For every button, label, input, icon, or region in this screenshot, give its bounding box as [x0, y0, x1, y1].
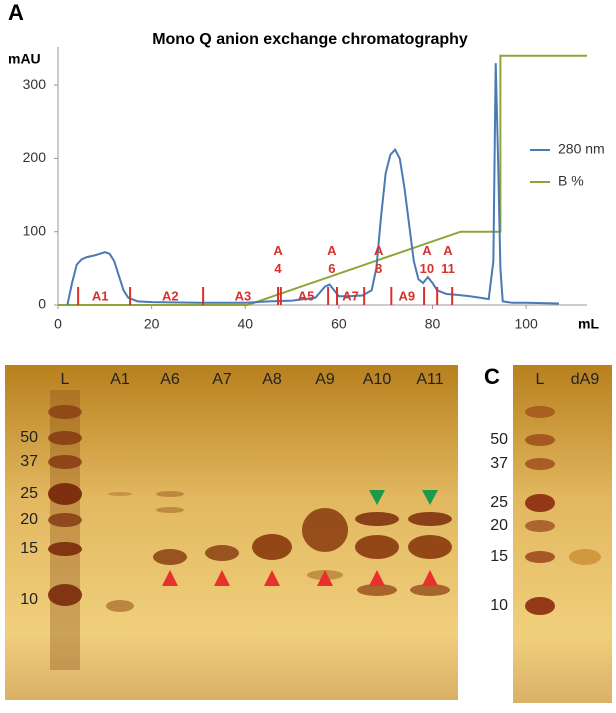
lane-label: L	[61, 371, 70, 388]
gel-c	[513, 365, 612, 703]
gel-band	[48, 483, 82, 505]
marker-label: 15	[20, 540, 38, 557]
x-tick-label: 100	[514, 316, 538, 332]
gel-band	[408, 512, 452, 526]
y-tick-label: 300	[23, 76, 47, 92]
gel-band	[525, 434, 555, 446]
gel-band	[302, 508, 348, 552]
marker-label: 50	[20, 429, 38, 446]
marker-label: 50	[490, 431, 508, 448]
gel-band	[108, 492, 132, 496]
marker-label: 25	[20, 485, 38, 502]
fraction-label: A9	[398, 288, 415, 303]
gel-b	[5, 365, 458, 700]
arrowhead	[369, 490, 385, 505]
lane-label: A6	[160, 371, 180, 388]
y-tick-label: 200	[23, 149, 47, 165]
marker-label: 20	[20, 511, 38, 528]
marker-label: 37	[490, 455, 508, 472]
legend-label: 280 nm	[558, 141, 605, 157]
gel-band	[408, 535, 452, 559]
arrowhead	[214, 570, 230, 586]
x-tick-label: 0	[54, 316, 62, 332]
data-line	[58, 54, 587, 306]
lane-label: A1	[110, 371, 130, 388]
fraction-label: A 11	[441, 243, 455, 276]
fraction-label: A3	[235, 288, 252, 303]
arrowhead	[422, 490, 438, 505]
gel-band	[569, 549, 601, 565]
gel-band	[48, 405, 82, 419]
gel-band	[153, 549, 187, 565]
x-tick-label: 40	[237, 316, 253, 332]
gel-band	[106, 600, 134, 612]
marker-label: 10	[490, 597, 508, 614]
data-line	[66, 63, 559, 306]
gel-band	[355, 512, 399, 526]
marker-label: 15	[490, 548, 508, 565]
marker-label: 10	[20, 591, 38, 608]
x-tick-label: 60	[331, 316, 347, 332]
gel-band	[525, 494, 555, 512]
fraction-label: A7	[342, 288, 359, 303]
fraction-label: A5	[298, 288, 315, 303]
arrowhead	[422, 570, 438, 586]
gel-band	[205, 545, 239, 561]
panel-label: A	[8, 0, 24, 25]
gel-band	[525, 406, 555, 418]
chart-title: Mono Q anion exchange chromatography	[152, 31, 468, 48]
gel-band	[156, 507, 184, 513]
gel-band	[525, 458, 555, 470]
marker-label: 37	[20, 453, 38, 470]
gel-band	[355, 535, 399, 559]
x-tick-label: 80	[425, 316, 441, 332]
lane-label: A9	[315, 371, 335, 388]
legend-label: B %	[558, 173, 584, 189]
x-tick-label: 20	[144, 316, 160, 332]
gel-band	[48, 542, 82, 556]
y-label: mAU	[8, 51, 41, 67]
y-tick-label: 0	[38, 296, 46, 312]
gel-band	[48, 584, 82, 606]
gel-band	[252, 534, 292, 560]
gel-band	[48, 513, 82, 527]
arrowhead	[317, 570, 333, 586]
lane-label: A7	[212, 371, 232, 388]
gel-band	[357, 584, 397, 596]
marker-label: 25	[490, 494, 508, 511]
gel-band	[48, 455, 82, 469]
marker-label: 20	[490, 517, 508, 534]
lane-label: A8	[262, 371, 282, 388]
arrowhead	[162, 570, 178, 586]
gel-band	[525, 520, 555, 532]
gel-band	[525, 551, 555, 563]
gel-band	[525, 597, 555, 615]
gel-band	[156, 491, 184, 497]
lane-label: A11	[416, 371, 443, 388]
fraction-label: A 10	[420, 243, 434, 276]
x-label: mL	[578, 316, 599, 332]
fraction-label: A2	[162, 288, 179, 303]
gel-band	[48, 431, 82, 445]
lane-label: A10	[363, 371, 392, 388]
panel-label: C	[484, 364, 500, 389]
lane-label: dA9	[571, 371, 600, 388]
gel-band	[410, 584, 450, 596]
fraction-label: A1	[92, 288, 109, 303]
arrowhead	[369, 570, 385, 586]
arrowhead	[264, 570, 280, 586]
lane-label: L	[536, 371, 545, 388]
y-tick-label: 100	[23, 222, 47, 238]
